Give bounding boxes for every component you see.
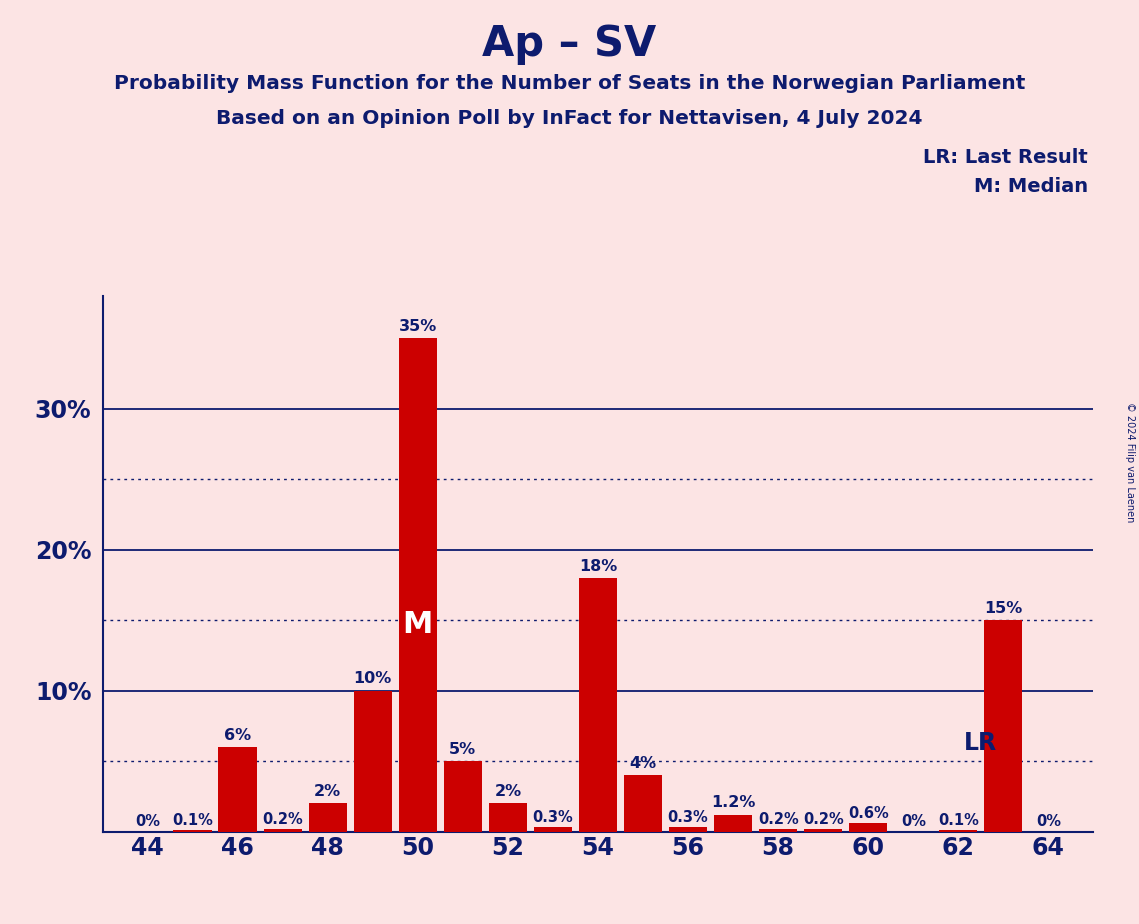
Text: 15%: 15% xyxy=(984,601,1023,615)
Text: 35%: 35% xyxy=(399,319,437,334)
Text: 0.1%: 0.1% xyxy=(172,813,213,828)
Text: 0.2%: 0.2% xyxy=(757,811,798,827)
Text: M: M xyxy=(402,610,433,638)
Bar xyxy=(579,578,617,832)
Bar xyxy=(173,830,212,832)
Bar xyxy=(984,620,1023,832)
Text: 1.2%: 1.2% xyxy=(711,796,755,810)
Text: 2%: 2% xyxy=(314,784,342,799)
Text: 0%: 0% xyxy=(901,814,926,830)
Bar xyxy=(219,747,256,832)
Bar xyxy=(444,761,482,832)
Bar xyxy=(669,827,707,832)
Bar xyxy=(759,829,797,832)
Text: Based on an Opinion Poll by InFact for Nettavisen, 4 July 2024: Based on an Opinion Poll by InFact for N… xyxy=(216,109,923,128)
Bar xyxy=(309,803,347,832)
Bar xyxy=(489,803,527,832)
Text: 0.1%: 0.1% xyxy=(937,813,978,828)
Text: Ap – SV: Ap – SV xyxy=(483,23,656,65)
Text: 2%: 2% xyxy=(494,784,522,799)
Bar xyxy=(263,829,302,832)
Text: 0.2%: 0.2% xyxy=(803,811,844,827)
Text: 0.2%: 0.2% xyxy=(262,811,303,827)
Text: 0%: 0% xyxy=(1035,814,1060,830)
Text: 0.3%: 0.3% xyxy=(533,810,573,825)
Bar xyxy=(804,829,843,832)
Bar xyxy=(849,823,887,832)
Bar xyxy=(534,827,572,832)
Text: 6%: 6% xyxy=(224,728,252,743)
Text: Probability Mass Function for the Number of Seats in the Norwegian Parliament: Probability Mass Function for the Number… xyxy=(114,74,1025,93)
Text: LR: LR xyxy=(965,732,998,756)
Text: 4%: 4% xyxy=(630,756,656,771)
Text: 0.3%: 0.3% xyxy=(667,810,708,825)
Bar xyxy=(399,338,437,832)
Text: LR: Last Result: LR: Last Result xyxy=(923,148,1088,167)
Text: 10%: 10% xyxy=(353,672,392,687)
Bar xyxy=(940,830,977,832)
Bar xyxy=(624,775,662,832)
Text: 5%: 5% xyxy=(449,742,476,757)
Bar xyxy=(714,815,752,832)
Text: 0%: 0% xyxy=(136,814,161,830)
Text: © 2024 Filip van Laenen: © 2024 Filip van Laenen xyxy=(1125,402,1134,522)
Text: M: Median: M: Median xyxy=(974,177,1088,197)
Text: 18%: 18% xyxy=(579,558,617,574)
Text: 0.6%: 0.6% xyxy=(847,806,888,821)
Bar xyxy=(353,690,392,832)
